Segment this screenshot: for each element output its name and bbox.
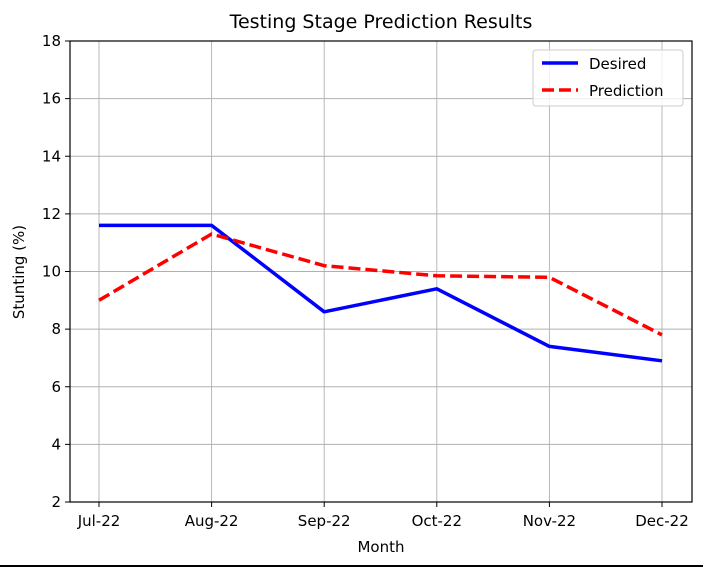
chart-title: Testing Stage Prediction Results [229,11,533,33]
y-axis-label: Stunting (%) [10,225,28,319]
y-tick-label: 4 [51,435,61,453]
y-tick-label: 14 [42,147,61,165]
x-tick-label: Oct-22 [412,512,462,530]
x-axis-label: Month [357,538,404,556]
y-tick-label: 8 [51,320,61,338]
x-tick-label: Aug-22 [185,512,239,530]
legend-label-prediction: Prediction [589,82,664,100]
y-tick-label: 6 [51,378,61,396]
x-tick-label: Nov-22 [523,512,576,530]
x-tick-label: Jul-22 [77,512,121,530]
axis-ticks: Jul-22 Aug-22 Sep-22 Oct-22 Nov-22 Dec-22 2 4 6 8… [42,32,689,530]
series-line-desired [99,223,663,363]
y-tick-label: 18 [42,32,61,50]
series-group [98,223,663,363]
legend-label-desired: Desired [589,55,646,73]
y-tick-label: 10 [42,263,61,281]
x-tick-label: Sep-22 [298,512,351,530]
y-tick-label: 2 [51,493,61,511]
legend: Desired Prediction [532,49,684,107]
series-line-prediction [98,232,663,337]
bottom-divider [0,565,703,567]
y-tick-label: 16 [42,90,61,108]
x-tick-label: Dec-22 [635,512,689,530]
y-tick-label: 12 [42,205,61,223]
